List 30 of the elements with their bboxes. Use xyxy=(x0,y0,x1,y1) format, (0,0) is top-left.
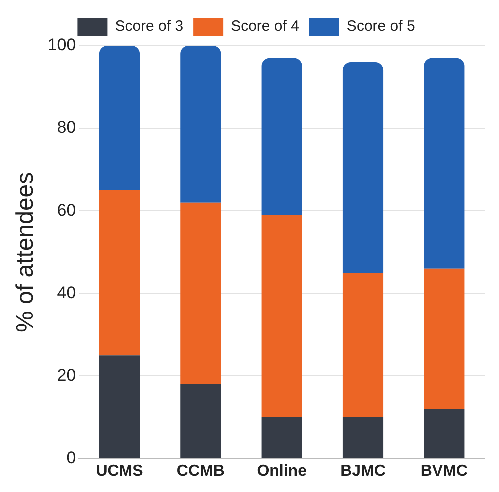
legend-label: Score of 3 xyxy=(115,18,184,36)
bar xyxy=(180,202,222,384)
legend-label: Score of 4 xyxy=(231,18,300,36)
y-tick-label: 80 xyxy=(57,118,76,138)
x-tick-label: UCMS xyxy=(96,462,144,480)
x-tick-label: BVMC xyxy=(420,462,468,480)
y-tick-label: 0 xyxy=(66,448,76,468)
bar xyxy=(99,46,140,190)
bar xyxy=(99,356,140,458)
bar xyxy=(262,418,302,458)
x-tick-label: BJMC xyxy=(340,462,386,480)
bar xyxy=(342,273,384,418)
bar xyxy=(424,58,465,269)
y-tick-label: 100 xyxy=(48,36,76,55)
bar xyxy=(99,190,140,356)
bar xyxy=(424,409,465,458)
y-tick-label: 60 xyxy=(57,200,76,220)
bar xyxy=(262,215,302,418)
bar xyxy=(342,62,384,274)
bar xyxy=(180,384,222,458)
x-tick-label: Online xyxy=(257,462,308,480)
bar xyxy=(180,46,222,203)
y-axis-title: % of attendees xyxy=(12,172,40,332)
y-tick-label: 40 xyxy=(57,283,76,302)
bar xyxy=(342,418,384,458)
x-tick-label: CCMB xyxy=(176,462,225,480)
y-tick-label: 20 xyxy=(57,366,76,385)
bar xyxy=(262,58,302,216)
bar xyxy=(424,268,465,410)
legend-label: Score of 5 xyxy=(346,18,416,36)
